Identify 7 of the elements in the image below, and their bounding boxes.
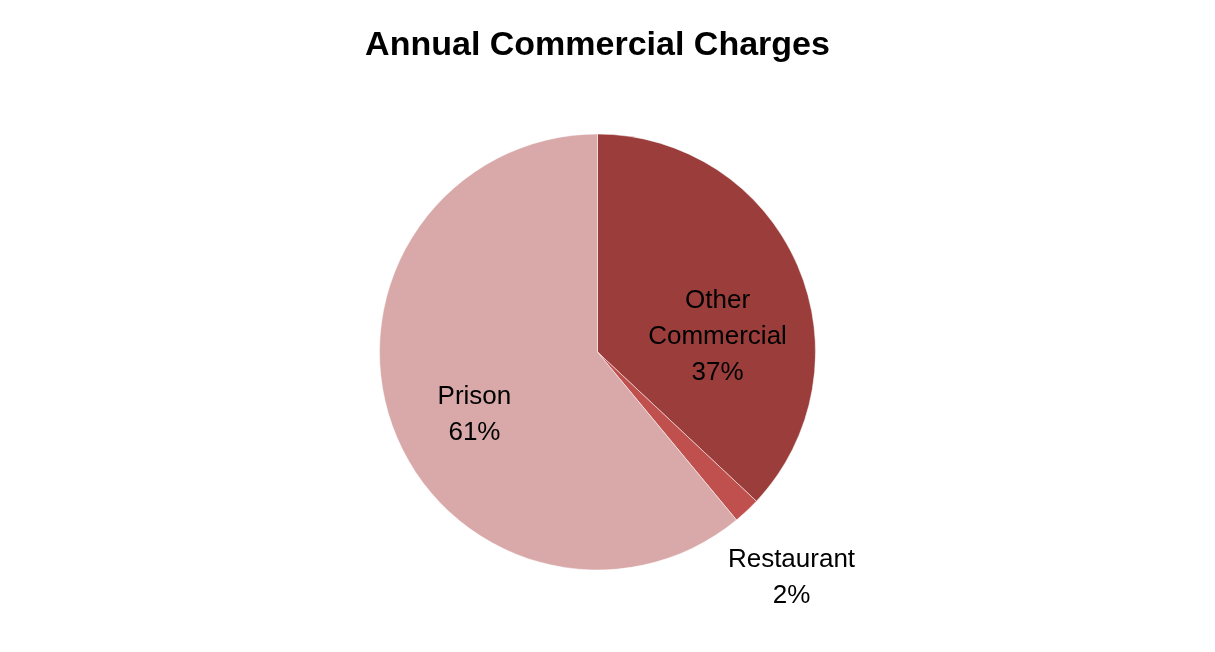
slice-label: Other Commercial xyxy=(648,284,787,351)
data-label: 37% xyxy=(691,356,744,387)
data-label: 61% xyxy=(448,416,501,447)
slice-label: Prison xyxy=(437,380,512,411)
data-label: 2% xyxy=(772,578,811,609)
chart-title: Annual Commercial Charges xyxy=(365,24,830,62)
slice-label: Restaurant xyxy=(727,542,856,573)
